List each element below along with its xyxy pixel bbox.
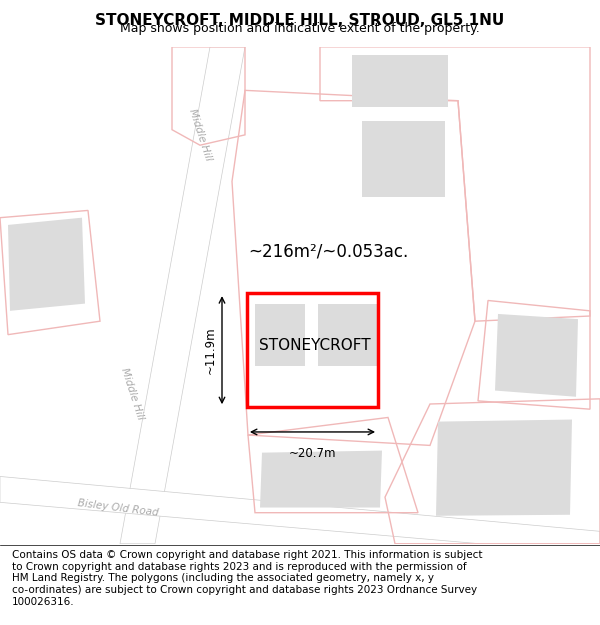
Text: STONEYCROFT: STONEYCROFT [259, 338, 371, 352]
Text: Middle Hill: Middle Hill [187, 107, 213, 162]
Text: Bisley Old Road: Bisley Old Road [77, 498, 159, 518]
Text: Contains OS data © Crown copyright and database right 2021. This information is : Contains OS data © Crown copyright and d… [12, 550, 482, 607]
Polygon shape [0, 476, 600, 554]
Polygon shape [318, 304, 378, 366]
Text: ~11.9m: ~11.9m [204, 326, 217, 374]
Text: Map shows position and indicative extent of the property.: Map shows position and indicative extent… [120, 22, 480, 35]
Text: STONEYCROFT, MIDDLE HILL, STROUD, GL5 1NU: STONEYCROFT, MIDDLE HILL, STROUD, GL5 1N… [95, 13, 505, 28]
Polygon shape [8, 217, 85, 311]
Polygon shape [120, 47, 245, 544]
Polygon shape [255, 304, 305, 366]
Polygon shape [362, 121, 445, 197]
Polygon shape [352, 55, 448, 107]
Text: ~216m²/~0.053ac.: ~216m²/~0.053ac. [248, 243, 408, 261]
Text: ~20.7m: ~20.7m [289, 448, 336, 461]
Polygon shape [495, 314, 578, 397]
Polygon shape [436, 419, 572, 516]
Text: Middle Hill: Middle Hill [119, 366, 145, 421]
Polygon shape [260, 451, 382, 508]
